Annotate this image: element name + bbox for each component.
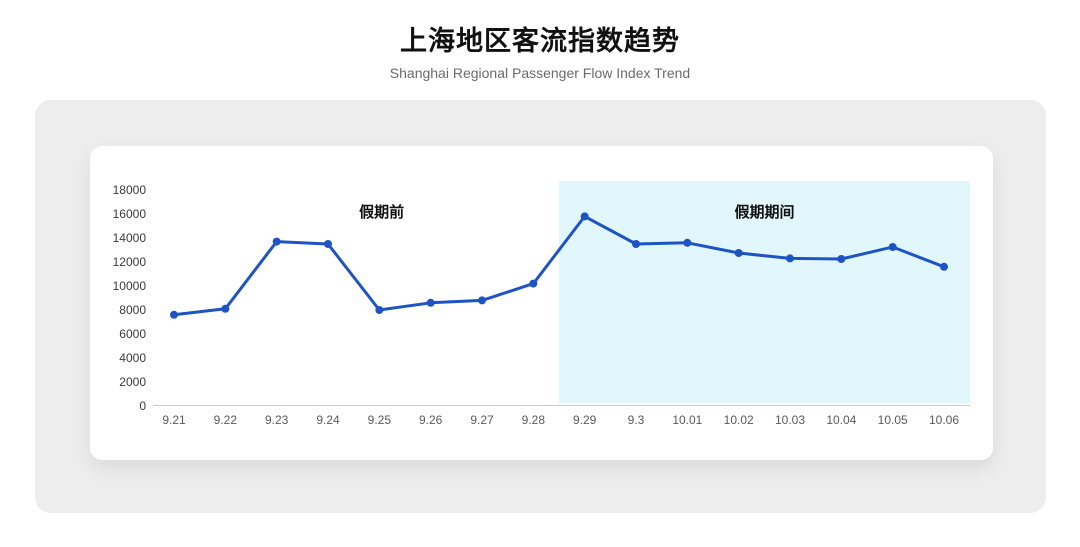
- region-label-pre-holiday: 假期前: [359, 203, 404, 221]
- page-title: 上海地区客流指数趋势: [400, 26, 680, 56]
- y-tick-label: 4000: [119, 351, 146, 365]
- y-tick-label: 14000: [113, 231, 147, 245]
- data-point-9.21: [170, 310, 178, 319]
- data-point-9.22: [221, 304, 230, 313]
- page-header: 上海地区客流指数趋势 Shanghai Regional Passenger F…: [0, 0, 1080, 81]
- data-point-10.02: [734, 249, 743, 257]
- chart-panel: 假期前 假期期间 0 2000 4000 6000 8000 10000 12000 14000 1…: [35, 100, 1046, 513]
- y-tick-label: 0: [139, 399, 146, 413]
- x-tick-label: 10.03: [775, 413, 805, 427]
- region-highlight-holiday: [559, 181, 970, 404]
- data-point-9.26: [426, 298, 435, 307]
- data-point-10.01: [683, 238, 692, 247]
- data-point-9.24: [324, 240, 332, 248]
- data-point-9.28: [529, 279, 538, 288]
- passenger-flow-line-chart: 假期前 假期期间 0 2000 4000 6000 8000 10000 12000 14000 1…: [113, 181, 970, 427]
- x-tick-label: 9.29: [573, 413, 597, 427]
- flow-index-line: [172, 214, 946, 317]
- y-tick-label: 10000: [113, 279, 147, 293]
- x-tick-label: 10.01: [672, 413, 702, 427]
- data-point-10.05: [888, 243, 897, 251]
- x-tick-label: 9.21: [162, 413, 186, 427]
- y-tick-label: 12000: [113, 255, 147, 269]
- data-point-9.29: [580, 212, 589, 221]
- data-point-9.3: [632, 240, 640, 248]
- data-point-10.04: [837, 255, 846, 263]
- y-tick-label: 8000: [119, 303, 146, 317]
- x-tick-label: 9.28: [522, 413, 546, 427]
- data-point-9.23: [272, 237, 281, 246]
- region-label-holiday: 假期期间: [734, 203, 794, 221]
- data-point-10.06: [940, 262, 948, 271]
- y-tick-label: 2000: [119, 375, 146, 389]
- x-tick-label: 10.06: [929, 413, 959, 427]
- data-point-9.27: [478, 296, 486, 305]
- x-tick-label: 10.05: [878, 413, 908, 427]
- x-tick-label: 9.24: [316, 413, 340, 427]
- data-point-10.03: [786, 254, 794, 263]
- x-tick-label: 9.25: [368, 413, 392, 427]
- y-tick-label: 6000: [119, 327, 146, 341]
- x-tick-label: 9.23: [265, 413, 289, 427]
- x-tick-label: 9.3: [628, 413, 645, 427]
- page-subtitle: Shanghai Regional Passenger Flow Index T…: [389, 65, 691, 82]
- y-tick-label: 16000: [113, 207, 147, 221]
- x-tick-label: 10.04: [826, 413, 856, 427]
- x-tick-label: 9.27: [470, 413, 494, 427]
- x-tick-label: 9.22: [214, 413, 238, 427]
- y-tick-label: 18000: [113, 183, 147, 197]
- data-point-9.25: [375, 306, 384, 314]
- x-tick-label: 10.02: [724, 413, 754, 427]
- chart-card: 假期前 假期期间 0 2000 4000 6000 8000 10000 12000 14000 1…: [90, 146, 993, 460]
- x-tick-label: 9.26: [419, 413, 443, 427]
